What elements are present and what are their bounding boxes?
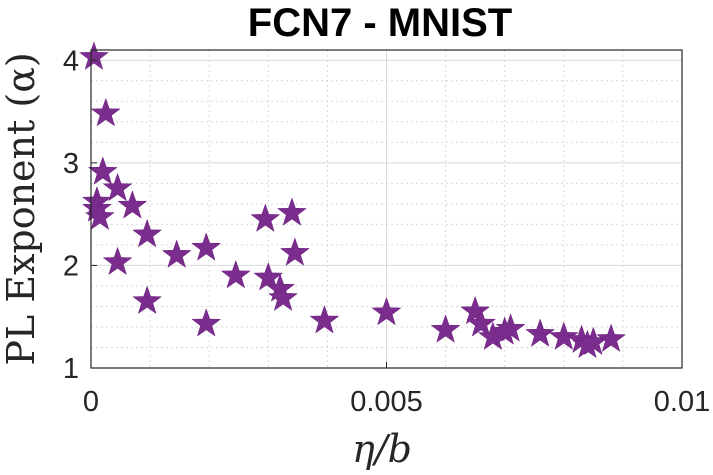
- data-point-star: [102, 246, 133, 276]
- data-point-star: [191, 308, 222, 337]
- data-point-star: [525, 318, 556, 347]
- data-point-star: [132, 285, 163, 315]
- data-point-star: [276, 197, 307, 226]
- data-point-star: [279, 237, 310, 266]
- y-tick-label: 3: [63, 148, 79, 180]
- data-point-star: [84, 201, 115, 230]
- grid: [90, 50, 683, 369]
- data-point-star: [250, 203, 281, 233]
- y-tick-label: 1: [63, 353, 79, 385]
- y-axis-ticks: 1 2 3 4: [63, 45, 97, 385]
- data-point-star: [117, 190, 148, 219]
- y-tick-label: 2: [63, 250, 79, 282]
- y-tick-label: 4: [63, 45, 79, 77]
- data-point-star: [460, 295, 491, 325]
- data-point-star: [132, 218, 163, 248]
- data-points: [78, 41, 627, 359]
- x-axis-ticks: 0 0.005 0.01: [83, 362, 710, 418]
- y-axis-label: PL Exponent (α): [0, 52, 43, 365]
- data-point-star: [220, 259, 251, 289]
- data-point-star: [466, 308, 497, 337]
- data-point-star: [495, 313, 526, 342]
- data-point-star: [102, 172, 133, 202]
- data-point-star: [371, 296, 402, 326]
- data-point-star: [191, 232, 222, 261]
- data-point-star: [161, 239, 192, 268]
- x-tick-label: 0: [83, 386, 99, 418]
- data-point-star: [90, 97, 121, 127]
- data-point-star: [268, 282, 299, 311]
- data-point-star: [309, 305, 340, 334]
- data-point-star: [253, 261, 284, 291]
- data-point-star: [548, 321, 579, 350]
- data-point-star: [78, 41, 109, 70]
- data-point-star: [430, 314, 461, 343]
- data-point-star: [596, 323, 627, 353]
- data-point-star: [87, 156, 118, 185]
- x-axis-label: η/b: [352, 427, 412, 471]
- chart-title: FCN7 - MNIST: [248, 1, 512, 45]
- x-tick-label: 0.01: [654, 386, 710, 418]
- x-tick-label: 0.005: [350, 386, 423, 418]
